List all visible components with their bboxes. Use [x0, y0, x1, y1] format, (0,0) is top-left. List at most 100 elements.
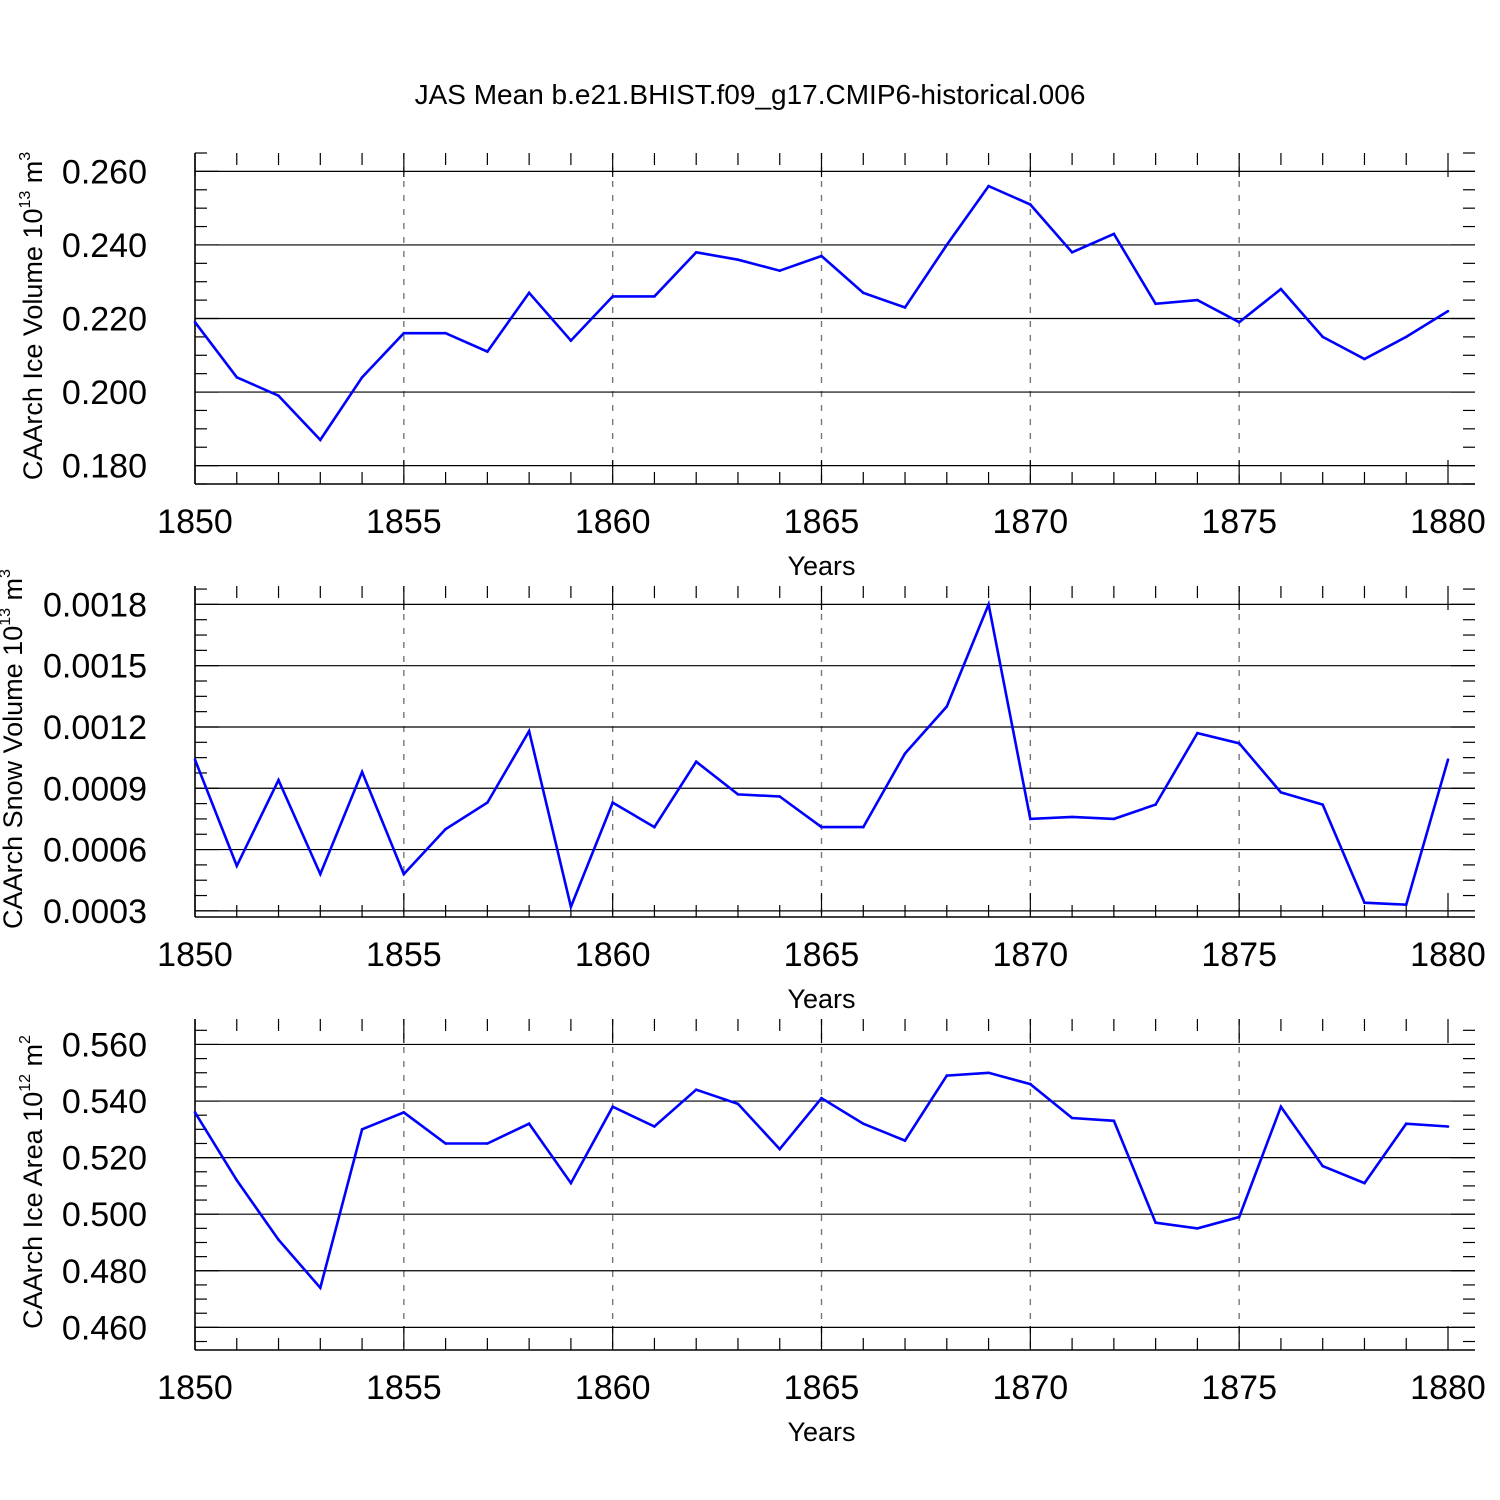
y-tick-label: 0.520 [62, 1140, 147, 1178]
data-point [694, 1088, 698, 1092]
y-tick-label: 0.0006 [43, 832, 147, 870]
data-point [903, 752, 907, 755]
data-point [193, 320, 197, 324]
y-tick-label: 0.0009 [43, 770, 147, 808]
data-point [945, 243, 949, 247]
data-point [235, 1178, 239, 1182]
data-point [861, 291, 865, 295]
x-tick-label: 1850 [157, 503, 233, 541]
data-point [1446, 758, 1450, 761]
data-point [569, 339, 573, 342]
data-point [945, 1074, 949, 1077]
y-axis-label-exp: 13 [0, 608, 14, 626]
y-axis-label-unit: m [0, 578, 28, 608]
data-point [611, 1105, 614, 1109]
data-point [987, 1071, 990, 1075]
data-point [402, 331, 406, 335]
panels: 0.180 0.200 0.220 0.240 0.260 1850 1855 1860 186… [0, 152, 1486, 1447]
y-axis-label-base: CAArch Ice Area 10 [18, 1092, 48, 1329]
data-point [1196, 731, 1199, 735]
data-point [360, 770, 364, 774]
x-tick-label: 1865 [784, 503, 860, 541]
data-point [360, 376, 364, 379]
x-tick-label: 1875 [1201, 936, 1277, 974]
data-point [1070, 1116, 1074, 1120]
y-axis-label-base: CAArch Snow Volume 10 [0, 626, 28, 929]
x-tick-label: 1855 [366, 1369, 442, 1407]
x-tick-label: 1865 [784, 936, 860, 974]
y-axis-label-unit-exp: 2 [17, 1035, 34, 1044]
data-point [277, 394, 280, 398]
data-point [987, 184, 990, 188]
panel-2: 0.0003 0.0006 0.0009 0.0012 0.0015 0.0018 1850… [0, 569, 1486, 1014]
data-point [1321, 335, 1324, 339]
x-tick-label: 1870 [993, 503, 1069, 541]
x-tick-label: 1850 [157, 936, 233, 974]
x-tick-label: 1880 [1410, 1369, 1486, 1407]
data-point [1029, 1082, 1032, 1086]
y-tick-label: 0.560 [62, 1026, 147, 1064]
x-tick-label: 1855 [366, 503, 442, 541]
x-tick-label: 1875 [1201, 503, 1277, 541]
data-point [778, 269, 782, 272]
y-tick-label: 0.460 [62, 1309, 147, 1347]
data-point [653, 295, 656, 298]
y-axis-label-exp: 12 [17, 1074, 34, 1092]
y-tick-label: 0.260 [62, 153, 147, 191]
x-axis-label: Years [787, 551, 855, 581]
y-tick-label: 0.480 [62, 1253, 147, 1291]
data-point [1446, 309, 1450, 313]
x-axis-label: Years [787, 1417, 855, 1447]
y-axis-label-unit: m [18, 1044, 48, 1074]
data-point [319, 872, 322, 876]
x-tick-label: 1870 [993, 936, 1069, 974]
data-point [1029, 817, 1032, 821]
data-point [1112, 817, 1116, 821]
data-point [820, 254, 823, 258]
data-point [1321, 1164, 1324, 1168]
data-point [1404, 335, 1408, 339]
data-point [1196, 1227, 1199, 1230]
y-axis-label-base: CAArch Ice Volume 10 [18, 209, 48, 481]
y-axis-label-unit: m [18, 161, 48, 191]
data-point [277, 1238, 280, 1241]
data-point [1112, 1119, 1116, 1123]
data-point [694, 251, 698, 254]
data-point [611, 295, 614, 298]
data-point [319, 438, 322, 442]
data-point [1237, 742, 1241, 745]
data-point [527, 291, 531, 295]
data-point [778, 795, 782, 798]
y-axis-label: CAArch Snow Volume 1013 m3 [0, 569, 28, 929]
data-point [1321, 803, 1324, 806]
data-point [319, 1286, 322, 1290]
y-tick-label: 0.200 [62, 374, 147, 412]
data-point [1196, 298, 1199, 302]
x-tick-label: 1880 [1410, 936, 1486, 974]
x-axis-label: Years [787, 984, 855, 1014]
x-tick-label: 1855 [366, 936, 442, 974]
data-point [778, 1147, 782, 1151]
data-point [653, 825, 656, 829]
x-tick-label: 1860 [575, 503, 651, 541]
data-point [1154, 1221, 1157, 1224]
data-point [1279, 1105, 1283, 1109]
data-point [402, 872, 406, 876]
data-point [1363, 901, 1366, 904]
data-point [444, 827, 447, 831]
data-point [903, 306, 907, 309]
data-point [861, 825, 865, 829]
panel-3: 0.460 0.480 0.500 0.520 0.540 0.560 1850 1855 18… [17, 1019, 1486, 1447]
x-tick-label: 1875 [1201, 1369, 1277, 1407]
data-point [1070, 251, 1074, 254]
y-tick-label: 0.0003 [43, 893, 147, 931]
data-point [1029, 203, 1032, 206]
panel-1: 0.180 0.200 0.220 0.240 0.260 1850 1855 1860 186… [17, 152, 1486, 581]
data-point [235, 864, 239, 868]
data-point [1237, 320, 1241, 324]
data-point [1279, 287, 1283, 291]
data-point [235, 376, 239, 379]
data-point [694, 760, 698, 764]
data-point [945, 705, 949, 708]
